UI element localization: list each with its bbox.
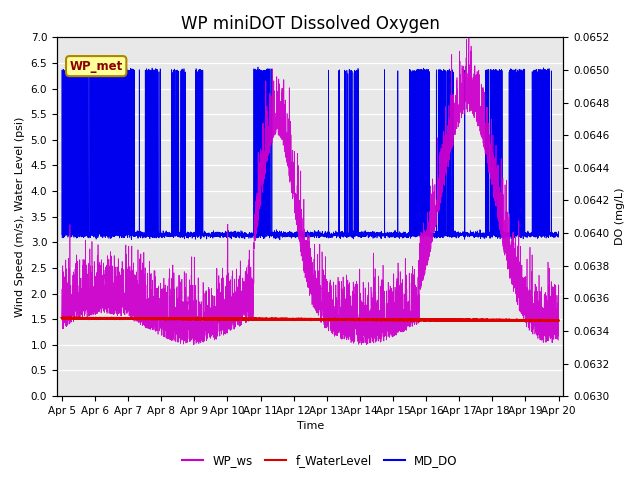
Text: WP_met: WP_met bbox=[70, 60, 123, 72]
X-axis label: Time: Time bbox=[296, 421, 324, 432]
Legend: WP_ws, f_WaterLevel, MD_DO: WP_ws, f_WaterLevel, MD_DO bbox=[177, 449, 463, 472]
Y-axis label: DO (mg/L): DO (mg/L) bbox=[615, 188, 625, 245]
Title: WP miniDOT Dissolved Oxygen: WP miniDOT Dissolved Oxygen bbox=[180, 15, 440, 33]
Y-axis label: Wind Speed (m/s), Water Level (psi): Wind Speed (m/s), Water Level (psi) bbox=[15, 117, 25, 317]
